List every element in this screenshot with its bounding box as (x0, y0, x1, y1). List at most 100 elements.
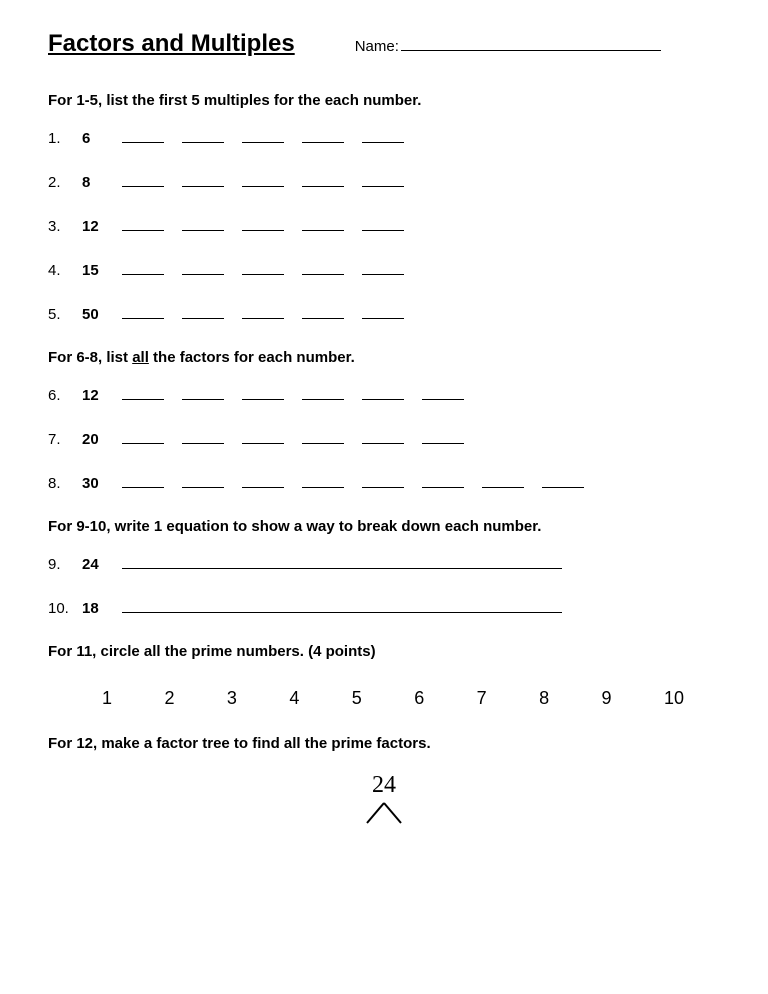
answer-blank[interactable] (242, 430, 284, 444)
answer-blank[interactable] (362, 217, 404, 231)
problem-row: 4.15 (48, 261, 720, 279)
prime-candidate[interactable]: 8 (539, 688, 549, 709)
name-blank-line[interactable] (401, 38, 661, 51)
answer-blank[interactable] (302, 217, 344, 231)
answer-blank[interactable] (242, 305, 284, 319)
answer-blank[interactable] (302, 305, 344, 319)
problem-value: 20 (82, 431, 122, 448)
answer-blanks (122, 430, 464, 444)
prime-candidate[interactable]: 2 (164, 688, 174, 709)
section4-instruction: For 11, circle all the prime numbers. (4… (48, 643, 720, 660)
problem-value: 50 (82, 306, 122, 323)
answer-blank[interactable] (122, 474, 164, 488)
answer-blank[interactable] (362, 173, 404, 187)
answer-blank[interactable] (242, 217, 284, 231)
answer-blank[interactable] (542, 474, 584, 488)
answer-blank[interactable] (122, 261, 164, 275)
prime-candidate[interactable]: 5 (352, 688, 362, 709)
answer-blank[interactable] (182, 129, 224, 143)
answer-blank[interactable] (122, 305, 164, 319)
answer-blank[interactable] (422, 430, 464, 444)
answer-blank[interactable] (242, 129, 284, 143)
factor-tree: 24 (48, 772, 720, 825)
answer-blank[interactable] (302, 261, 344, 275)
section2-instruction-underline: all (132, 349, 149, 366)
problem-value: 24 (82, 556, 122, 573)
answer-blank[interactable] (422, 474, 464, 488)
section3-instruction: For 9-10, write 1 equation to show a way… (48, 518, 720, 535)
answer-blank-long[interactable] (122, 555, 562, 569)
answer-blank[interactable] (302, 386, 344, 400)
answer-blank[interactable] (122, 217, 164, 231)
problem-row: 9.24 (48, 555, 720, 573)
answer-blank[interactable] (182, 173, 224, 187)
section1-problems: 1.6 2.8 3.12 4.15 5.50 (48, 129, 720, 323)
answer-blank[interactable] (182, 261, 224, 275)
answer-blank[interactable] (242, 474, 284, 488)
header: Factors and Multiples Name: (48, 30, 720, 58)
answer-blank[interactable] (182, 386, 224, 400)
answer-blanks (122, 474, 584, 488)
answer-blank[interactable] (182, 305, 224, 319)
name-field-wrap: Name: (355, 38, 661, 56)
answer-blank[interactable] (422, 386, 464, 400)
problem-value: 15 (82, 262, 122, 279)
problem-value: 12 (82, 218, 122, 235)
answer-blank[interactable] (302, 430, 344, 444)
answer-blank[interactable] (302, 474, 344, 488)
answer-blank[interactable] (242, 173, 284, 187)
problem-row: 5.50 (48, 305, 720, 323)
answer-blank[interactable] (362, 430, 404, 444)
prime-candidate[interactable]: 7 (477, 688, 487, 709)
problem-number: 3. (48, 218, 82, 235)
answer-blank[interactable] (362, 386, 404, 400)
problem-number: 7. (48, 431, 82, 448)
problem-value: 8 (82, 174, 122, 191)
answer-blank[interactable] (122, 129, 164, 143)
answer-blank[interactable] (122, 173, 164, 187)
problem-number: 1. (48, 130, 82, 147)
problem-number: 4. (48, 262, 82, 279)
answer-blank[interactable] (482, 474, 524, 488)
section2-instruction-pre: For 6-8, list (48, 349, 132, 366)
prime-candidate[interactable]: 10 (664, 688, 684, 709)
answer-blanks (122, 129, 404, 143)
answer-blank[interactable] (182, 474, 224, 488)
answer-blank[interactable] (362, 474, 404, 488)
answer-blank[interactable] (362, 261, 404, 275)
problem-value: 18 (82, 600, 122, 617)
answer-blank[interactable] (242, 386, 284, 400)
name-label: Name: (355, 38, 399, 55)
answer-blank[interactable] (302, 173, 344, 187)
section2-problems: 6.127.208.30 (48, 386, 720, 492)
answer-blank[interactable] (182, 217, 224, 231)
section1-instruction: For 1-5, list the first 5 multiples for … (48, 92, 720, 109)
problem-value: 12 (82, 387, 122, 404)
answer-blank-long[interactable] (122, 599, 562, 613)
problem-number: 8. (48, 475, 82, 492)
problem-value: 30 (82, 475, 122, 492)
section2-instruction: For 6-8, list all the factors for each n… (48, 349, 720, 366)
section5-instruction: For 12, make a factor tree to find all t… (48, 735, 720, 752)
answer-blanks (122, 261, 404, 275)
prime-candidate[interactable]: 9 (602, 688, 612, 709)
factor-tree-branches-icon (359, 801, 409, 825)
prime-candidate[interactable]: 4 (289, 688, 299, 709)
prime-candidate[interactable]: 3 (227, 688, 237, 709)
answer-blank[interactable] (362, 305, 404, 319)
factor-tree-root: 24 (372, 772, 396, 798)
answer-blank[interactable] (122, 386, 164, 400)
problem-row: 7.20 (48, 430, 720, 448)
problem-row: 1.6 (48, 129, 720, 147)
answer-blank[interactable] (242, 261, 284, 275)
prime-candidate[interactable]: 6 (414, 688, 424, 709)
answer-blank[interactable] (122, 430, 164, 444)
prime-candidate[interactable]: 1 (102, 688, 112, 709)
answer-blank[interactable] (362, 129, 404, 143)
answer-blank[interactable] (182, 430, 224, 444)
answer-blank[interactable] (302, 129, 344, 143)
problem-number: 5. (48, 306, 82, 323)
answer-blanks (122, 386, 464, 400)
primes-row: 1 2 3 4 5 6 7 8 9 10 (48, 680, 720, 717)
problem-row: 2.8 (48, 173, 720, 191)
